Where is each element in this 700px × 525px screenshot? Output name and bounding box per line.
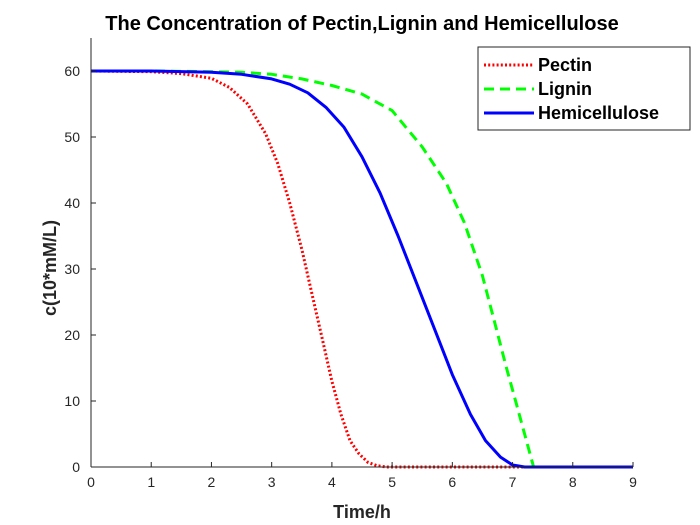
y-tick-label: 50 [64,129,80,145]
y-tick-label: 20 [64,327,80,343]
x-tick-label: 4 [328,474,336,490]
x-tick-label: 8 [569,474,577,490]
y-tick-label: 0 [72,459,80,475]
series-line-hemicellulose [91,69,633,469]
y-tick-label: 40 [64,195,80,211]
series-group [90,69,633,469]
legend-label-lignin: Lignin [538,79,592,99]
x-tick-label: 0 [87,474,95,490]
series-line-lignin [91,69,633,469]
y-tick-label: 30 [64,261,80,277]
x-tick-label: 9 [629,474,637,490]
legend-label-hemicellulose: Hemicellulose [538,103,659,123]
y-axis-label: c(10*mM/L) [40,220,60,316]
x-tick-label: 5 [388,474,396,490]
axes-group: 0 1 2 3 4 5 6 7 8 9 0 10 20 30 40 50 60 [64,38,637,490]
legend: Pectin Lignin Hemicellulose [477,46,691,131]
x-tick-label: 3 [268,474,276,490]
x-tick-label: 1 [147,474,155,490]
legend-label-pectin: Pectin [538,55,592,75]
x-axis-label: Time/h [333,502,391,522]
legend-box [477,46,691,131]
x-tick-label: 7 [509,474,517,490]
y-tick-label: 60 [64,63,80,79]
x-tick-label: 6 [448,474,456,490]
chart-title: The Concentration of Pectin,Lignin and H… [105,13,618,35]
x-tick-label: 2 [208,474,216,490]
y-tick-label: 10 [64,393,80,409]
